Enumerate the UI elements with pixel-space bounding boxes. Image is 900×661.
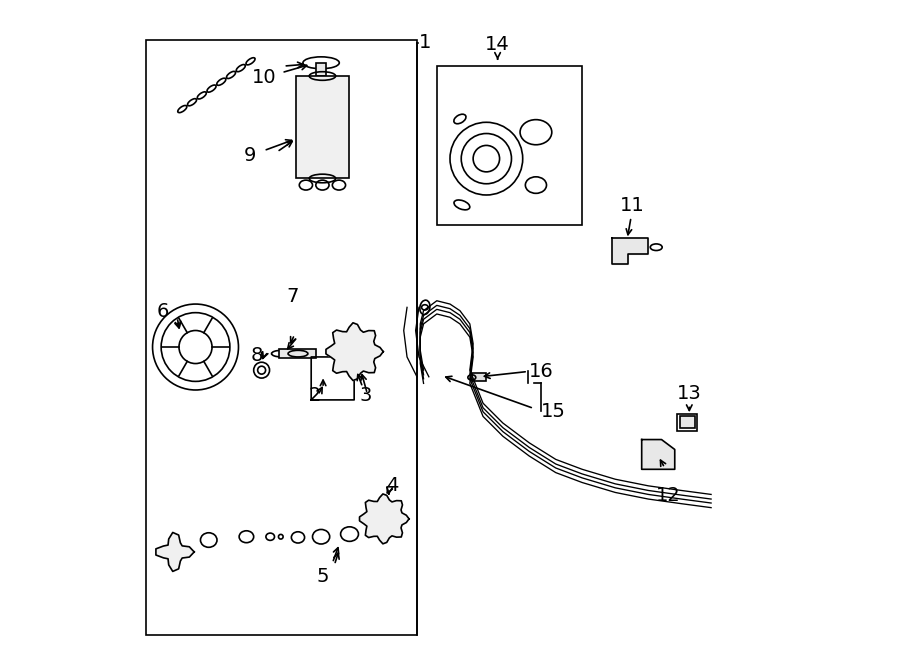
Bar <box>316 63 327 76</box>
Text: 13: 13 <box>677 384 702 403</box>
Bar <box>296 76 349 178</box>
Text: 4: 4 <box>386 477 399 495</box>
Text: 2: 2 <box>309 386 320 405</box>
Bar <box>146 40 417 635</box>
Text: 7: 7 <box>286 287 299 305</box>
Text: 11: 11 <box>619 196 644 215</box>
Polygon shape <box>612 238 648 264</box>
Text: 12: 12 <box>656 486 680 505</box>
Polygon shape <box>642 440 675 469</box>
Text: 14: 14 <box>485 35 510 54</box>
Bar <box>678 414 698 431</box>
Polygon shape <box>156 533 194 571</box>
Bar <box>680 416 695 428</box>
Bar <box>280 349 316 358</box>
Polygon shape <box>359 494 409 544</box>
Bar <box>436 66 582 225</box>
Text: 1: 1 <box>418 34 431 52</box>
Text: 5: 5 <box>317 567 329 586</box>
Text: 16: 16 <box>529 362 554 381</box>
Text: 10: 10 <box>252 68 276 87</box>
Text: 3: 3 <box>359 386 372 405</box>
Text: 15: 15 <box>541 402 565 420</box>
Text: 6: 6 <box>157 303 168 321</box>
Bar <box>472 373 486 381</box>
Polygon shape <box>326 323 383 381</box>
Text: 8: 8 <box>251 346 263 365</box>
Text: 9: 9 <box>244 146 256 165</box>
